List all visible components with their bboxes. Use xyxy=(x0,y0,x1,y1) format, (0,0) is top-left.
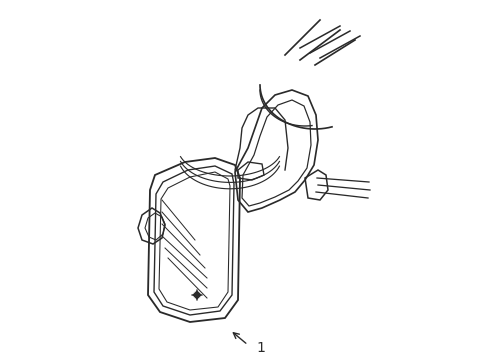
Text: 1: 1 xyxy=(256,341,265,355)
